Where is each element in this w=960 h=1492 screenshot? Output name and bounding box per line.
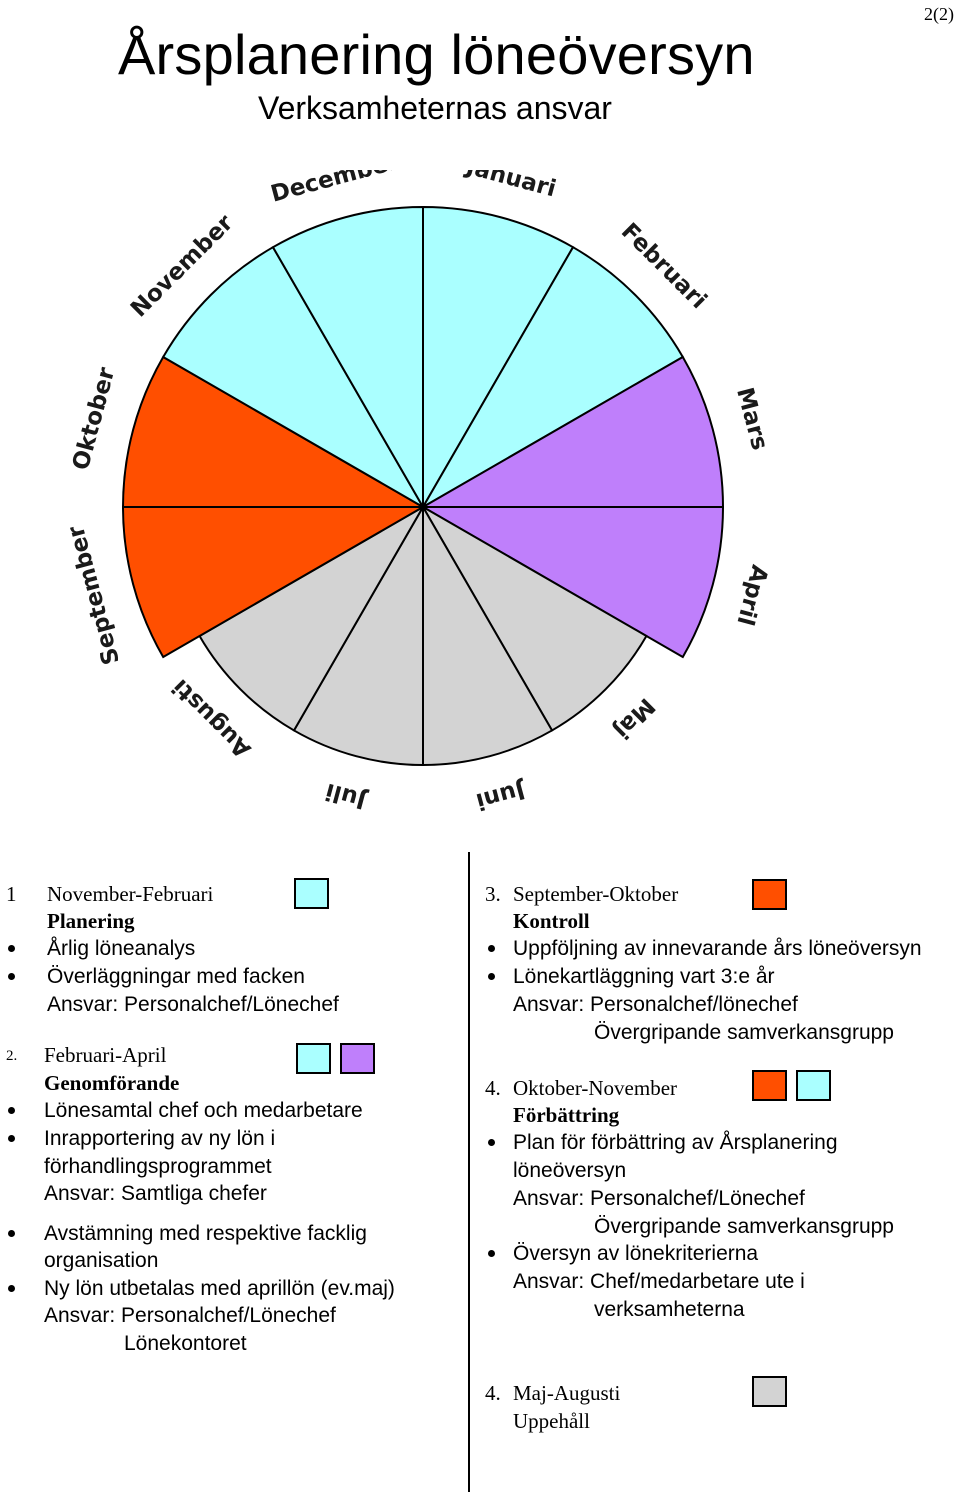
section-2-item-cont: förhandlingsprogrammet — [44, 1155, 272, 1178]
year-wheel: JanuariFebruariMarsAprilMajJuniJuliAugus… — [63, 170, 773, 814]
section-2-swatch-cyan — [296, 1043, 331, 1074]
wheel-segment-juni — [422, 503, 554, 767]
bullet-dot — [8, 1230, 15, 1237]
section-5-number: 4. — [485, 1381, 501, 1405]
wheel-segment-januari — [422, 205, 575, 511]
wheel-segment-september — [121, 506, 427, 659]
bullet-dot — [488, 945, 495, 952]
section-4-item: Översyn av lönekriterierna — [513, 1242, 759, 1265]
section-2-heading: Genomförande — [44, 1071, 180, 1095]
section-2-number: 2. — [6, 1048, 18, 1064]
wheel-segment-maj — [420, 504, 648, 732]
section-4-heading: Förbättring — [513, 1103, 620, 1127]
wheel-label-december: December — [268, 170, 402, 208]
bullet-dot — [8, 1135, 15, 1142]
section-3-period: September-Oktober — [513, 882, 679, 906]
section-3-ansvar-cont: Övergripande samverkansgrupp — [594, 1021, 894, 1044]
bullet-dot — [488, 1250, 495, 1257]
section-2-item: Avstämning med respektive facklig — [44, 1222, 367, 1245]
wheel-segment-oktober — [121, 355, 427, 508]
wheel-label-april: April — [731, 562, 772, 628]
bullet-dot — [8, 1107, 15, 1114]
section-4-item: Plan för förbättring av Årsplanering — [513, 1131, 838, 1154]
section-2-swatch-purple — [340, 1043, 375, 1074]
bullet-dot — [8, 1285, 15, 1292]
section-1-period: November-Februari — [47, 882, 214, 906]
section-1-heading: Planering — [47, 909, 135, 933]
wheel-label-januari: Januari — [462, 170, 559, 203]
section-4-ansvar-cont: Övergripande samverkansgrupp — [594, 1215, 894, 1238]
wheel-segment-april — [419, 506, 725, 659]
section-4-ansvar: Ansvar: Personalchef/Lönechef — [513, 1187, 805, 1210]
section-2-ansvar-cont: Lönekontoret — [124, 1332, 247, 1355]
section-3-number: 3. — [485, 882, 501, 906]
section-4-ansvar: Ansvar: Chef/medarbetare ute i — [513, 1270, 805, 1293]
bullet-dot — [488, 973, 495, 980]
bullet-dot — [8, 945, 15, 952]
wheel-label-maj: Maj — [609, 693, 660, 744]
section-5-swatch-grey — [752, 1376, 787, 1407]
section-5-period: Maj-Augusti — [513, 1381, 621, 1405]
wheel-segment-februari — [420, 245, 685, 510]
section-5-heading: Uppehåll — [513, 1409, 590, 1433]
section-3-item: Uppföljning av innevarande års löneövers… — [513, 937, 922, 960]
section-2-ansvar: Ansvar: Samtliga chefer — [44, 1182, 267, 1205]
page-subtitle: Verksamheternas ansvar — [258, 90, 612, 126]
section-4-number: 4. — [485, 1076, 501, 1100]
section-1-swatch-cyan — [294, 878, 329, 909]
page-number: 2(2) — [924, 4, 954, 24]
section-4-item-cont: löneöversyn — [513, 1159, 627, 1182]
section-3-ansvar: Ansvar: Personalchef/lönechef — [513, 993, 798, 1016]
wheel-label-juli: Juli — [323, 778, 371, 814]
section-1-item: Årlig löneanalys — [47, 937, 196, 960]
section-2-item: Inrapportering av ny lön i — [44, 1127, 276, 1150]
section-2-item: Lönesamtal chef och medarbetare — [44, 1099, 363, 1122]
section-4-swatch-cyan — [796, 1070, 831, 1101]
section-2-item-cont: organisation — [44, 1249, 159, 1272]
wheel-segment-december — [271, 205, 424, 511]
column-divider — [468, 852, 470, 1492]
section-4-swatch-red — [752, 1070, 787, 1101]
section-4-period: Oktober-November — [513, 1076, 678, 1100]
wheel-segment-november — [161, 245, 426, 510]
section-3-item: Lönekartläggning vart 3:e år — [513, 965, 775, 988]
section-3-swatch-red — [752, 879, 787, 910]
section-1-number: 1 — [6, 882, 17, 906]
section-4-ansvar-cont: verksamheterna — [594, 1298, 745, 1321]
wheel-segment-juli — [292, 503, 424, 767]
wheel-label-oktober: Oktober — [68, 364, 120, 473]
wheel-label-juni: Juni — [473, 776, 529, 814]
bullet-dot — [488, 1139, 495, 1146]
section-1-ansvar: Ansvar: Personalchef/Lönechef — [47, 993, 339, 1016]
bullet-dot — [8, 973, 15, 980]
page-title: Årsplanering löneöversyn — [118, 23, 755, 86]
wheel-segment-augusti — [198, 504, 426, 732]
section-2-item: Ny lön utbetalas med aprillön (ev.maj) — [44, 1277, 395, 1300]
wheel-label-mars: Mars — [731, 385, 773, 453]
section-3-heading: Kontroll — [513, 909, 590, 933]
section-2-period: Februari-April — [44, 1043, 167, 1067]
wheel-segment-mars — [419, 355, 725, 508]
wheel-label-september: September — [63, 522, 125, 667]
section-1-item: Överläggningar med facken — [47, 965, 305, 988]
section-2-ansvar: Ansvar: Personalchef/Lönechef — [44, 1304, 336, 1327]
